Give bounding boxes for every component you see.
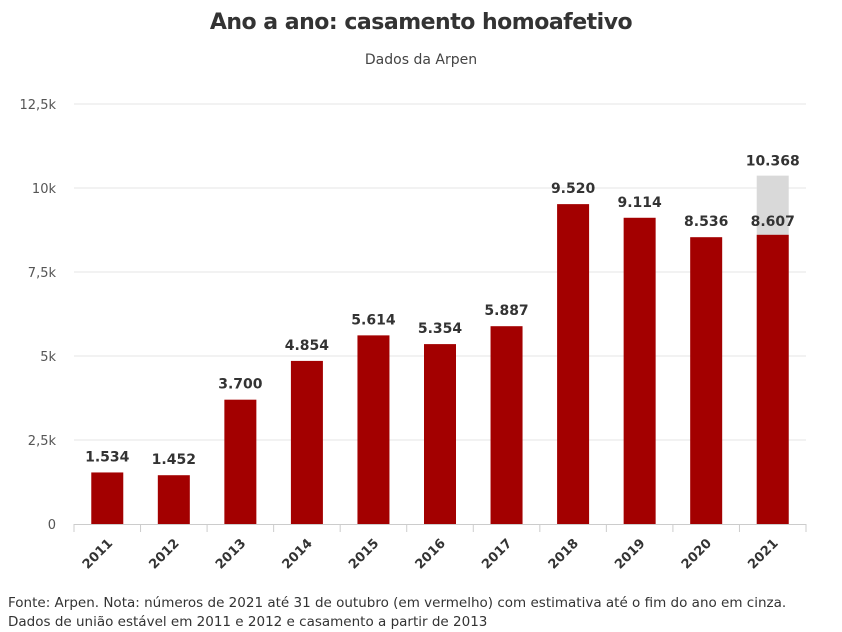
x-tick-label: 2012 — [146, 536, 182, 572]
bar — [91, 472, 124, 524]
data-label: 8.536 — [684, 214, 728, 230]
source-note-line-1: Fonte: Arpen. Nota: números de 2021 até … — [8, 595, 787, 611]
y-tick-label: 10k — [32, 182, 57, 197]
x-tick-label: 2014 — [280, 536, 316, 572]
data-label: 5.887 — [484, 303, 528, 319]
data-label: 3.700 — [218, 377, 263, 393]
y-tick-label: 2,5k — [28, 434, 57, 449]
bar — [557, 204, 590, 525]
data-label: 8.607 — [751, 214, 795, 230]
y-tick-label: 5k — [40, 350, 56, 365]
x-tick-label: 2020 — [679, 536, 715, 572]
x-tick-label: 2015 — [346, 536, 382, 572]
y-tick-label: 7,5k — [28, 266, 57, 281]
bar — [157, 475, 190, 524]
data-label: 1.452 — [152, 452, 196, 468]
data-label: 5.354 — [418, 321, 463, 337]
data-label: 4.854 — [285, 338, 330, 354]
bar — [424, 344, 456, 524]
bar — [357, 335, 390, 524]
data-label: 9.114 — [617, 195, 662, 211]
bar — [756, 234, 789, 524]
x-tick-label: 2019 — [612, 536, 648, 572]
y-tick-label: 0 — [48, 518, 56, 533]
chart-title: Ano a ano: casamento homoafetivo — [209, 10, 633, 35]
data-label: 1.534 — [85, 449, 130, 465]
data-label: 9.520 — [551, 181, 596, 197]
data-label: 5.614 — [351, 312, 396, 328]
x-tick-label: 2016 — [413, 536, 449, 572]
x-tick-label: 2018 — [546, 536, 582, 572]
source-note-line-2: Dados de união estável em 2011 e 2012 e … — [8, 614, 488, 630]
bar — [290, 360, 323, 524]
bar — [490, 326, 523, 524]
estimate-label: 10.368 — [746, 154, 800, 170]
bar — [623, 217, 656, 525]
source-note: Fonte: Arpen. Nota: números de 2021 até … — [8, 594, 838, 632]
y-tick-label: 12,5k — [20, 98, 57, 113]
x-tick-label: 2011 — [80, 536, 116, 572]
x-tick-label: 2013 — [213, 536, 249, 572]
x-tick-label: 2021 — [745, 536, 781, 572]
chart-subtitle: Dados da Arpen — [364, 52, 478, 68]
x-tick-label: 2017 — [479, 536, 515, 572]
bar — [224, 399, 257, 524]
bar — [690, 237, 723, 524]
